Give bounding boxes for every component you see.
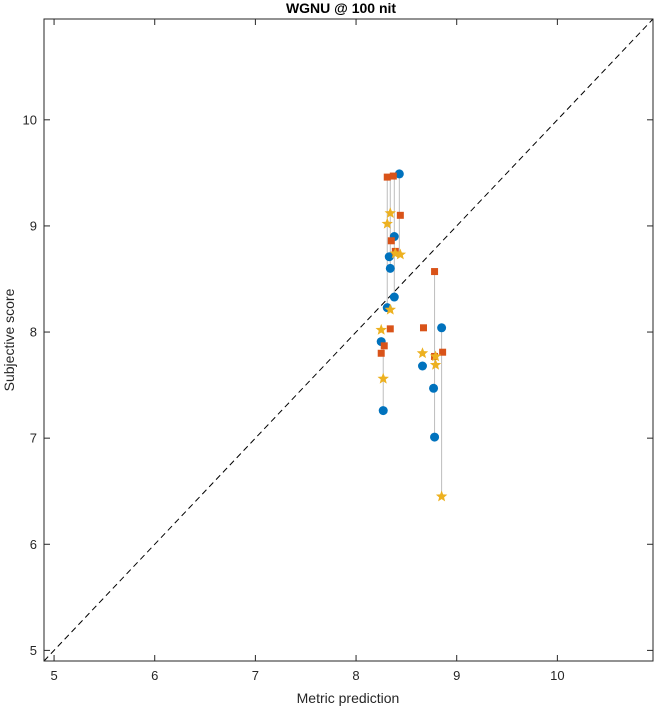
data-point-square bbox=[396, 211, 404, 219]
data-point-star bbox=[381, 217, 393, 229]
x-tick-label: 10 bbox=[550, 668, 564, 683]
x-tick-label: 8 bbox=[352, 668, 359, 683]
data-point-square bbox=[439, 348, 447, 356]
data-point-circle bbox=[437, 323, 447, 333]
y-tick-label: 8 bbox=[30, 325, 37, 340]
x-tick-label: 9 bbox=[453, 668, 460, 683]
data-point-square bbox=[377, 349, 385, 357]
chart-title: WGNU @ 100 nit bbox=[286, 0, 396, 16]
x-tick-label: 7 bbox=[252, 668, 259, 683]
data-point-circle bbox=[430, 432, 440, 442]
y-tick-label: 9 bbox=[30, 218, 37, 233]
x-tick-label: 5 bbox=[50, 668, 57, 683]
data-point-star bbox=[384, 207, 396, 219]
data-point-square bbox=[387, 237, 395, 245]
data-point-circle bbox=[389, 292, 399, 302]
axes-box bbox=[43, 18, 654, 662]
data-point-star bbox=[377, 372, 389, 384]
data-point-square bbox=[383, 173, 391, 181]
data-point-square bbox=[389, 172, 397, 180]
data-point-star bbox=[384, 303, 396, 315]
data-point-star bbox=[394, 248, 407, 260]
y-tick-label: 10 bbox=[23, 112, 37, 127]
data-point-square bbox=[380, 342, 388, 350]
data-point-circle bbox=[417, 361, 427, 371]
data-point-square bbox=[431, 268, 439, 276]
data-point-star bbox=[375, 323, 387, 335]
x-axis-label: Metric prediction bbox=[297, 690, 400, 706]
data-point-circle bbox=[384, 252, 394, 262]
y-tick-label: 5 bbox=[30, 643, 37, 658]
data-point-circle bbox=[378, 406, 388, 416]
data-point-circle bbox=[385, 263, 395, 273]
data-point-star bbox=[429, 358, 442, 370]
data-point-star bbox=[416, 347, 429, 359]
data-point-square bbox=[386, 325, 394, 333]
y-axis-label: Subjective score bbox=[1, 288, 17, 391]
data-point-circle bbox=[394, 169, 404, 179]
data-point-star bbox=[429, 350, 442, 362]
x-tick-label: 6 bbox=[151, 668, 158, 683]
data-point-circle bbox=[429, 383, 439, 393]
reference-line bbox=[43, 18, 654, 662]
data-point-square bbox=[419, 324, 427, 332]
data-point-star bbox=[435, 490, 448, 502]
y-tick-label: 7 bbox=[30, 431, 37, 446]
y-tick-label: 6 bbox=[30, 537, 37, 552]
